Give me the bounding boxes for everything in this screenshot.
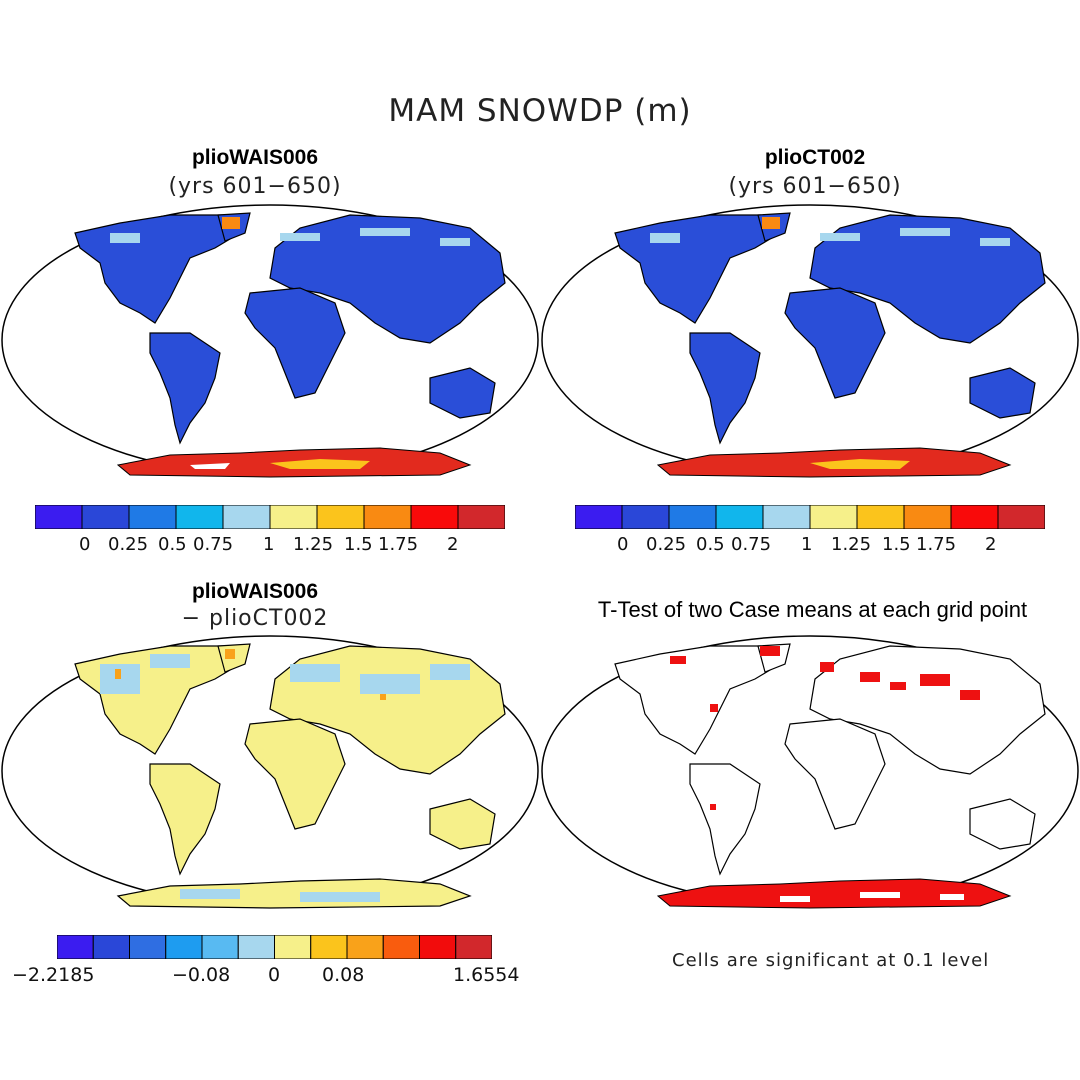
cbar2-swatch-9: [997, 504, 1046, 530]
continents-2: [614, 212, 1046, 445]
cbar3-swatch-11: [455, 934, 493, 960]
cbar1-label-0: 0: [79, 534, 91, 555]
diff-warm-patches: [115, 649, 386, 700]
cbar1-swatch-3: [175, 504, 224, 530]
cbar3-swatch-1: [92, 934, 130, 960]
map-panel-1: [0, 203, 540, 478]
cbar1-label-6: 1.5: [344, 534, 373, 555]
colorbar-abs-1: [34, 504, 506, 530]
cbar1-swatch-5: [269, 504, 318, 530]
panel1-subtitle: (yrs 601−650): [168, 174, 342, 199]
africa: [244, 287, 346, 399]
cbar2-swatch-5: [809, 504, 858, 530]
cbar2-swatch-0: [574, 504, 623, 530]
cbar1-label-1: 0.25: [108, 534, 149, 555]
figure-title: MAM SNOWDP (m): [388, 93, 692, 129]
cbar1-label-7: 1.75: [378, 534, 419, 555]
panel4-title: T-Test of two Case means at each grid po…: [597, 597, 1028, 622]
cbar2-label-1: 0.25: [646, 534, 687, 555]
map-svg-4: [541, 635, 1079, 909]
cbar3-swatch-9: [382, 934, 420, 960]
colorbar-abs-1-labels: 0 0.25 0.5 0.75 1 1.25 1.5 1.75 2: [35, 534, 505, 558]
cbar2-swatch-4: [762, 504, 811, 530]
cbar2-label-0: 0: [617, 534, 629, 555]
colorbar-diff: [56, 934, 493, 960]
cbar2-label-8: 2: [985, 534, 997, 555]
panel1-title: plioWAIS006: [191, 146, 319, 169]
cbar2-label-2: 0.5: [696, 534, 725, 555]
cbar1-swatch-4: [222, 504, 271, 530]
cbar1-swatch-7: [363, 504, 412, 530]
colorbar-diff-labels: −2.2185 −0.08 0 0.08 1.6554: [12, 964, 532, 988]
cbar3-swatch-4: [201, 934, 239, 960]
map-svg-3: [1, 635, 539, 909]
diff-cool-patches: [100, 654, 470, 902]
cbar3-label-1: −0.08: [172, 964, 231, 986]
cbar1-label-5: 1.25: [293, 534, 334, 555]
cbar2-label-3: 0.75: [731, 534, 772, 555]
cbar2-label-7: 1.75: [916, 534, 957, 555]
cbar1-swatch-8: [410, 504, 459, 530]
cbar3-swatch-0: [56, 934, 94, 960]
cbar2-swatch-6: [856, 504, 905, 530]
significance-note: Cells are significant at 0.1 level: [672, 950, 990, 971]
cbar2-swatch-7: [903, 504, 952, 530]
antarctica-gaps: [780, 892, 964, 902]
panel2-subtitle: (yrs 601−650): [728, 174, 902, 199]
cbar3-swatch-2: [129, 934, 167, 960]
cbar3-label-0: −2.2185: [12, 964, 95, 986]
cbar1-swatch-0: [34, 504, 83, 530]
panel2-title: plioCT002: [764, 146, 866, 169]
significant-cells: [656, 646, 1012, 909]
cbar3-swatch-5: [237, 934, 275, 960]
map-panel-2: [540, 203, 1080, 478]
greenland-snow-2: [762, 217, 780, 229]
cbar3-swatch-3: [165, 934, 203, 960]
cbar1-swatch-1: [81, 504, 130, 530]
continents-1: [74, 212, 506, 445]
cbar2-label-6: 1.5: [882, 534, 911, 555]
cbar1-label-2: 0.5: [158, 534, 187, 555]
cbar3-swatch-6: [274, 934, 312, 960]
high-lat-snow-1: [110, 228, 470, 246]
map-panel-4: [540, 634, 1080, 909]
cbar1-label-3: 0.75: [193, 534, 234, 555]
cbar3-swatch-7: [310, 934, 348, 960]
antarctica-1: [116, 447, 472, 478]
cbar1-swatch-9: [457, 504, 506, 530]
cbar1-label-4: 1: [263, 534, 275, 555]
antarctica-2: [656, 447, 1012, 478]
cbar1-swatch-2: [128, 504, 177, 530]
colorbar-abs-1-svg: [34, 504, 506, 530]
map-svg-2: [541, 204, 1079, 478]
cbar2-label-4: 1: [801, 534, 813, 555]
cbar3-swatch-10: [419, 934, 457, 960]
high-lat-snow-2: [650, 228, 1010, 246]
south-america: [149, 332, 221, 445]
panel3-title: plioWAIS006: [191, 580, 319, 603]
cbar3-label-3: 0.08: [322, 964, 365, 986]
cbar2-swatch-2: [668, 504, 717, 530]
colorbar-abs-2: [574, 504, 1046, 530]
panel3-subtitle: − plioCT002: [181, 606, 329, 631]
cbar2-label-5: 1.25: [831, 534, 872, 555]
colorbar-abs-2-svg: [574, 504, 1046, 530]
map-svg-1: [1, 204, 539, 478]
colorbar-abs-2-labels: 0 0.25 0.5 0.75 1 1.25 1.5 1.75 2: [575, 534, 1045, 558]
cbar2-swatch-1: [621, 504, 670, 530]
cbar3-label-2: 0: [268, 964, 281, 986]
cbar3-swatch-8: [346, 934, 384, 960]
cbar2-swatch-3: [715, 504, 764, 530]
map-panel-3: [0, 634, 540, 909]
cbar3-label-4: 1.6554: [453, 964, 520, 986]
europe-asia: [269, 214, 506, 344]
colorbar-diff-svg: [56, 934, 493, 960]
cbar1-swatch-6: [316, 504, 365, 530]
cbar2-swatch-8: [950, 504, 999, 530]
greenland-snow-1: [222, 217, 240, 229]
cbar1-label-8: 2: [447, 534, 459, 555]
australia: [429, 367, 496, 419]
